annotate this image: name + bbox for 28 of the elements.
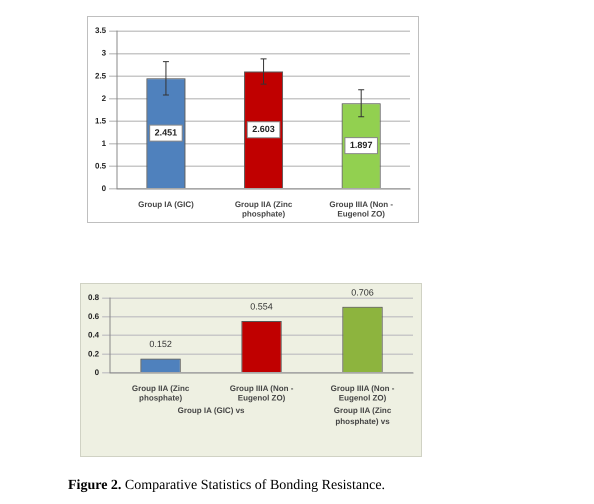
y-tick-label: 3 [102,48,107,58]
data-label: 2.603 [252,124,275,134]
y-tick-label: 2.5 [94,71,107,80]
y-tick-label: 0.2 [88,349,100,358]
y-tick-label: 0.6 [88,312,100,321]
y-tick-label: 3.5 [94,26,107,36]
x-tick-label: Group IIA (Zinc phosphate) [132,384,190,402]
y-tick-label: 0.5 [94,161,107,170]
data-label: 0.152 [149,339,172,350]
y-tick-label: 1 [102,138,107,148]
x-tick-label: Group IIIA (Non - Eugenol ZO) [329,200,394,218]
y-tick-label: 2 [102,94,107,103]
y-tick-label: 0.8 [88,293,100,302]
data-label: 0.706 [351,287,374,298]
y-tick-label: 0 [94,368,100,378]
y-tick-label: 0.4 [88,330,100,340]
data-label: 0.554 [250,301,273,312]
data-label: 1.897 [350,140,372,150]
y-tick-label: 1.5 [94,116,107,126]
x-tick-label: Group IA (GIC) [138,200,194,209]
x-tick-label: Group IIIA (Non - Eugenol ZO) [330,384,395,402]
x-tick-label: Group IIIA (Non - Eugenol ZO) [230,384,294,402]
x-tick-label: Group IIA (Zinc phosphate) [234,200,293,218]
text: Group IIA (Zinc phosphate) vs [334,406,392,426]
caption: Figure 2. Comparative Statistics of Bonding Resistance. [68,478,386,494]
y-tick-label: 0 [102,184,107,194]
text: Group IA (GIC) vs [178,406,246,416]
data-label: 2.451 [154,128,178,138]
